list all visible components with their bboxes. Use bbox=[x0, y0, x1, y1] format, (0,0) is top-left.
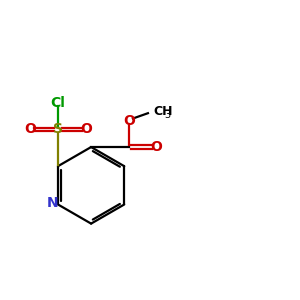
Text: Cl: Cl bbox=[50, 96, 65, 110]
Text: O: O bbox=[80, 122, 92, 136]
Text: 3: 3 bbox=[164, 110, 170, 120]
Text: S: S bbox=[53, 122, 63, 136]
Text: N: N bbox=[47, 196, 58, 210]
Text: CH: CH bbox=[153, 105, 172, 118]
Text: O: O bbox=[150, 140, 162, 154]
Text: O: O bbox=[24, 122, 36, 136]
Text: O: O bbox=[124, 114, 135, 128]
